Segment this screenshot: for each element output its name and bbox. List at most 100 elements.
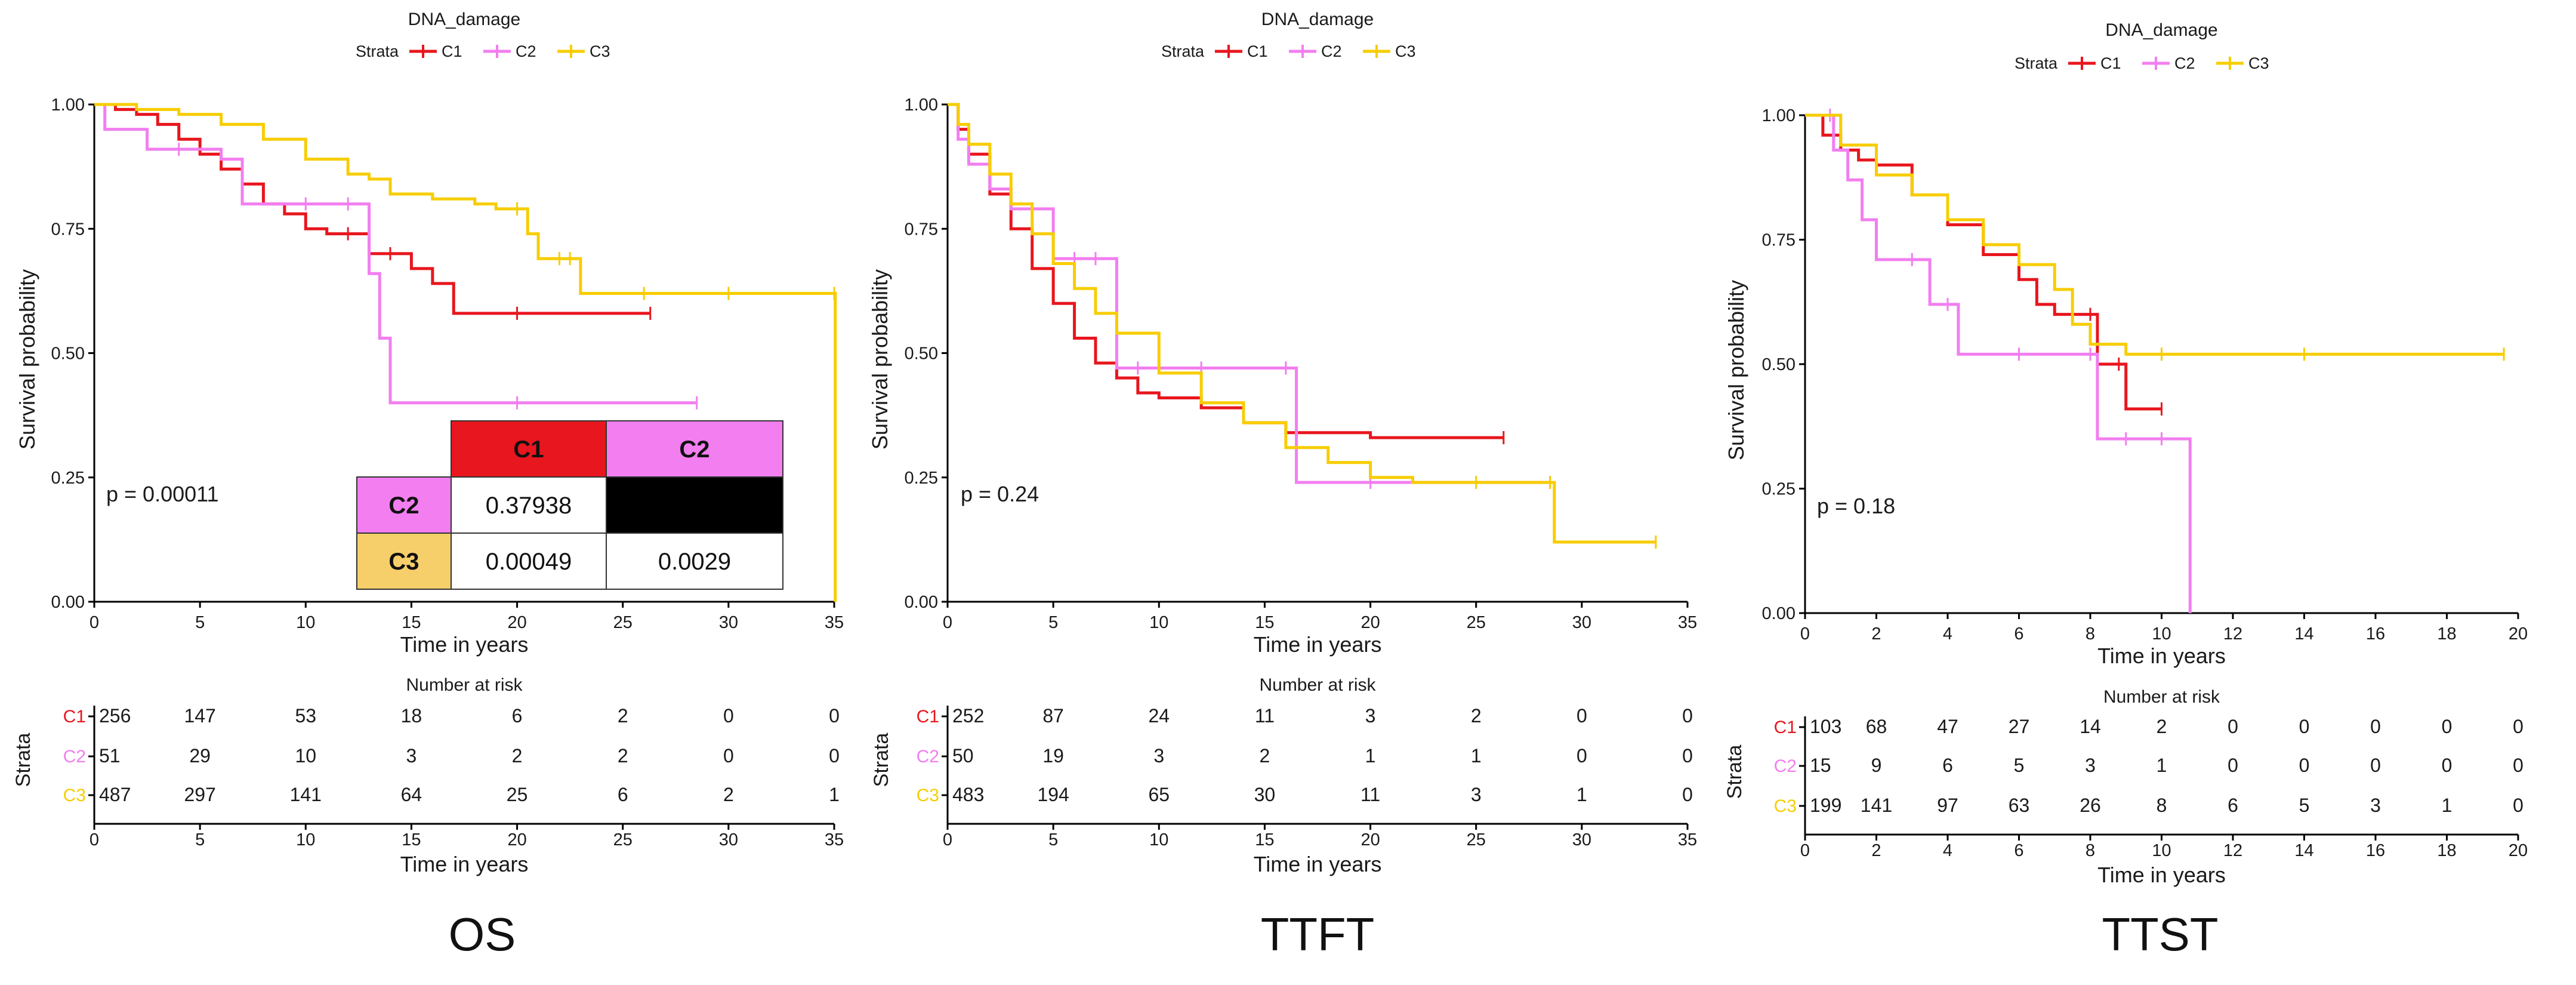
table-empty-cell: [606, 476, 783, 534]
x-tick-label: 6: [2014, 624, 2023, 644]
risk-x-tick-label: 0: [90, 830, 99, 849]
legend: Strata C1 C2 C3: [356, 42, 610, 60]
censor-marks-c2: [178, 142, 698, 410]
risk-x-tick-label: 5: [195, 830, 205, 849]
y-tick-label: 0.00: [1762, 604, 1796, 623]
risk-count: 3: [2370, 795, 2381, 816]
km-curve-c1: [1805, 113, 2162, 411]
table-value: 0.0029: [658, 549, 731, 575]
risk-count: 2: [2157, 716, 2167, 737]
table-value: 0.00049: [486, 549, 572, 575]
x-tick-label: 10: [2152, 624, 2171, 644]
x-tick-label: 25: [613, 613, 633, 632]
risk-count: 65: [1148, 784, 1170, 805]
risk-count: 0: [2299, 755, 2310, 776]
x-tick-label: 25: [1467, 613, 1486, 632]
risk-count: 27: [2009, 716, 2030, 737]
risk-count: 297: [184, 784, 215, 805]
x-tick-label: 30: [1572, 613, 1591, 632]
censor-marks-c2: [1031, 202, 1551, 490]
risk-count: 2: [618, 705, 628, 727]
risk-x-tick-label: 25: [613, 830, 633, 849]
censor-marks-c3: [2161, 347, 2505, 361]
risk-count: 1: [829, 784, 840, 805]
km-panel-os: DNA_damage Strata C1 C2 C3 0.00 0.25 0.50 0.75 1.…: [12, 10, 844, 961]
risk-count: 0: [2228, 716, 2238, 737]
risk-count: 19: [1042, 745, 1064, 767]
risk-x-tick-label: 25: [1467, 830, 1486, 849]
risk-x-tick-label: 30: [719, 830, 738, 849]
km-curve-c2: [94, 103, 697, 405]
x-tick-label: 20: [507, 613, 526, 632]
y-tick-label: 0.25: [51, 469, 85, 488]
table-value-cell: [606, 532, 783, 590]
chart-title: DNA_damage: [408, 10, 520, 29]
km-curve-c1: [94, 103, 650, 315]
censor-marks-c3: [516, 202, 835, 300]
risk-x-tick-label: 20: [507, 830, 526, 849]
y-tick-label: 0.50: [51, 344, 85, 364]
risk-row-label-c2: C2: [63, 747, 86, 767]
table-value-cell: [451, 532, 607, 590]
km-curve-c1: [948, 103, 1504, 439]
table-row-header-c3: [356, 532, 452, 590]
table-value-cell: [451, 476, 607, 534]
km-curve-c3: [948, 103, 1656, 544]
table-header-cell-c2: [606, 420, 783, 478]
p-value: p = 0.24: [961, 482, 1039, 506]
x-tick-label: 10: [1149, 613, 1168, 632]
y-tick-label: 0.75: [905, 220, 938, 239]
risk-count: 141: [1861, 795, 1892, 816]
risk-count: 141: [290, 784, 322, 805]
risk-count: 8: [2157, 795, 2167, 816]
risk-count: 0: [723, 745, 734, 767]
y-tick-label: 0.75: [51, 220, 85, 239]
legend-label-c1: C1: [1247, 42, 1268, 60]
risk-table-title: Number at risk: [1259, 675, 1376, 695]
risk-count: 3: [406, 745, 417, 767]
risk-count: 2: [618, 745, 628, 767]
risk-count: 11: [1255, 705, 1275, 727]
legend-label-c1: C1: [442, 42, 462, 60]
risk-x-tick-label: 30: [1572, 830, 1591, 849]
risk-count: 0: [829, 745, 840, 767]
panel-label-os: OS: [449, 908, 516, 961]
x-tick-label: 14: [2294, 624, 2313, 644]
x-tick-label: 5: [1048, 613, 1058, 632]
risk-count: 18: [401, 705, 422, 727]
censor-marks-c1: [2089, 307, 2162, 416]
table-row-label: C2: [388, 492, 419, 519]
x-tick-label: 0: [90, 613, 99, 632]
risk-count: 0: [2513, 716, 2523, 737]
legend-label-c3: C3: [2248, 54, 2269, 72]
risk-count: 0: [2299, 716, 2310, 737]
risk-x-tick-label: 10: [2152, 841, 2171, 860]
y-tick-label: 0.00: [51, 593, 85, 612]
p-value: p = 0.00011: [106, 482, 219, 506]
table-row-label: C3: [388, 549, 419, 575]
risk-count: 1: [1577, 784, 1587, 805]
risk-table-x-label: Time in years: [400, 852, 529, 876]
risk-x-tick-label: 0: [1800, 841, 1810, 860]
risk-count: 97: [1937, 795, 1958, 816]
y-axis-label: Survival probability: [868, 269, 892, 450]
risk-row-label-c2: C2: [1774, 756, 1797, 776]
risk-row-label-c2: C2: [917, 747, 939, 767]
risk-x-tick-label: 5: [1048, 830, 1058, 849]
risk-count: 3: [1471, 784, 1482, 805]
risk-count: 51: [99, 745, 121, 767]
risk-count: 47: [1937, 716, 1958, 737]
x-axis-label: Time in years: [400, 632, 529, 657]
risk-count: 10: [295, 745, 316, 767]
legend: Strata C1 C2 C3: [2014, 54, 2269, 72]
risk-count: 1: [2442, 795, 2452, 816]
y-axis-label: Survival probability: [1724, 280, 1748, 460]
x-tick-label: 35: [1678, 613, 1697, 632]
y-tick-label: 0.25: [1762, 480, 1796, 499]
risk-count: 2: [723, 784, 734, 805]
risk-count: 29: [189, 745, 211, 767]
risk-count: 256: [99, 705, 131, 727]
pairwise-pvalue-table: C1 C2 C2 0.37938 C3 0.00049 0.0029: [356, 420, 783, 590]
